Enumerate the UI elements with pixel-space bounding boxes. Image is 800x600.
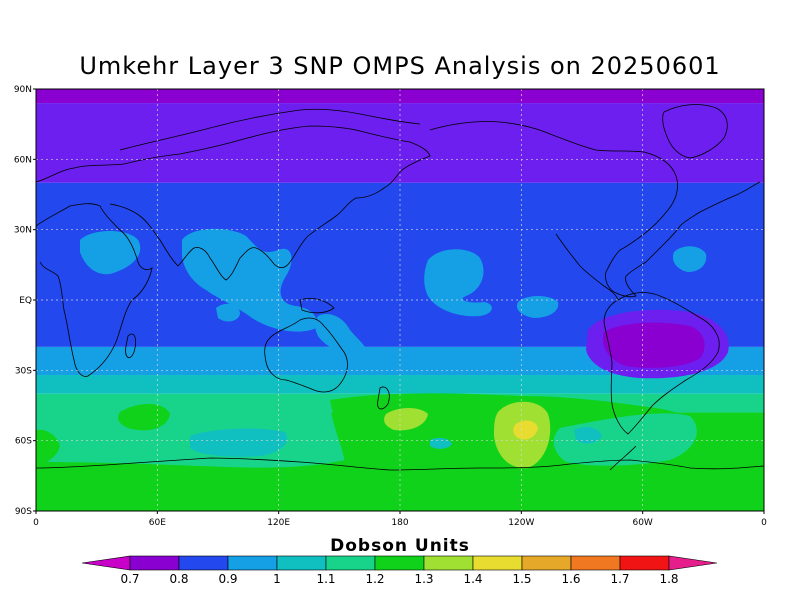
lon-tick-label: 0 (33, 518, 39, 528)
longitude-axis: 0 60E 120E 180 120W 60W 0 (33, 511, 767, 528)
south-america-coastline (603, 292, 720, 435)
colorbar-under-arrow (81, 555, 131, 571)
colorbar-title: Dobson Units (330, 536, 470, 556)
contour-region (574, 427, 602, 444)
eurasia-coastline (36, 125, 431, 281)
colorbar-level-label: 1.1 (316, 572, 335, 586)
colorbar-level-label: 1.6 (561, 572, 580, 586)
lon-tick-label: 60W (632, 518, 652, 528)
colorbar-level-label: 0.9 (218, 572, 237, 586)
colorbar-swatch (178, 555, 229, 571)
contour-region (190, 428, 288, 457)
colorbar-swatch (472, 555, 523, 571)
contour-region (80, 231, 141, 275)
contour-region (672, 246, 707, 272)
lat-tick-label: 30S (15, 366, 32, 376)
lon-tick-label: 0 (761, 518, 767, 528)
central-america-coastline (555, 233, 619, 301)
contour-band (36, 89, 764, 104)
colorbar-level-label: 1.8 (659, 572, 678, 586)
colorbar-level-label: 1.4 (463, 572, 482, 586)
contour-region (516, 296, 559, 318)
colorbar-level-label: 1.7 (610, 572, 629, 586)
colorbar-swatch (227, 555, 278, 571)
colorbar-swatch (325, 555, 376, 571)
new-guinea-coastline (299, 298, 335, 314)
colorbar-level-label: 1 (273, 572, 281, 586)
colorbar-level-label: 1.2 (365, 572, 384, 586)
colorbar-level-label: 0.7 (120, 572, 139, 586)
lat-tick-label: EQ (19, 296, 32, 306)
contour-region (424, 249, 492, 317)
colorbar-swatch (276, 555, 327, 571)
lat-tick-label: 60S (15, 437, 32, 447)
madagascar-coastline (125, 333, 136, 359)
contour-region (216, 303, 240, 322)
contour-region (513, 420, 538, 440)
colorbar-swatch (521, 555, 572, 571)
colorbar-level-label: 1.3 (414, 572, 433, 586)
contour-region (36, 429, 60, 466)
colorbar-swatch (570, 555, 621, 571)
latitude-axis: 90N 60N 30N EQ 30S 60S 90S (14, 85, 36, 517)
contour-region (36, 394, 345, 468)
lat-tick-label: 90N (14, 85, 32, 95)
contour-region (384, 408, 428, 431)
map-title: Umkehr Layer 3 SNP OMPS Analysis on 2025… (79, 52, 721, 80)
lon-tick-label: 180 (391, 518, 408, 528)
antarctica-coastline (36, 457, 764, 471)
lon-tick-label: 120E (267, 518, 290, 528)
colorbar: 0.7 0.8 0.9 1 1.1 1.2 1.3 1.4 1.5 1.6 1.7 1.8 (81, 555, 718, 586)
lon-tick-label: 60E (149, 518, 166, 528)
colorbar-swatch (374, 555, 425, 571)
colorbar-swatch (423, 555, 474, 571)
arctic-coastline-asia (119, 108, 421, 151)
colorbar-level-label: 0.8 (169, 572, 188, 586)
colorbar-level-label: 1.5 (512, 572, 531, 586)
contour-region (553, 413, 697, 466)
new-zealand-coastline (377, 386, 390, 410)
colorbar-swatch (619, 555, 670, 571)
colorbar-swatch (129, 555, 180, 571)
contour-region (602, 322, 705, 368)
colorbar-over-arrow (668, 555, 718, 571)
lat-tick-label: 60N (14, 155, 32, 165)
contour-region (315, 313, 367, 356)
lat-tick-label: 90S (15, 507, 32, 517)
greenland-coastline (662, 104, 728, 159)
lon-tick-label: 120W (508, 518, 534, 528)
contour-region (182, 228, 317, 332)
lat-tick-label: 30N (14, 226, 32, 236)
north-america-coastline (429, 121, 761, 298)
australia-coastline (264, 317, 348, 393)
graticule (36, 89, 764, 511)
coastlines (36, 104, 764, 471)
antarctic-peninsula-coastline (609, 445, 637, 471)
